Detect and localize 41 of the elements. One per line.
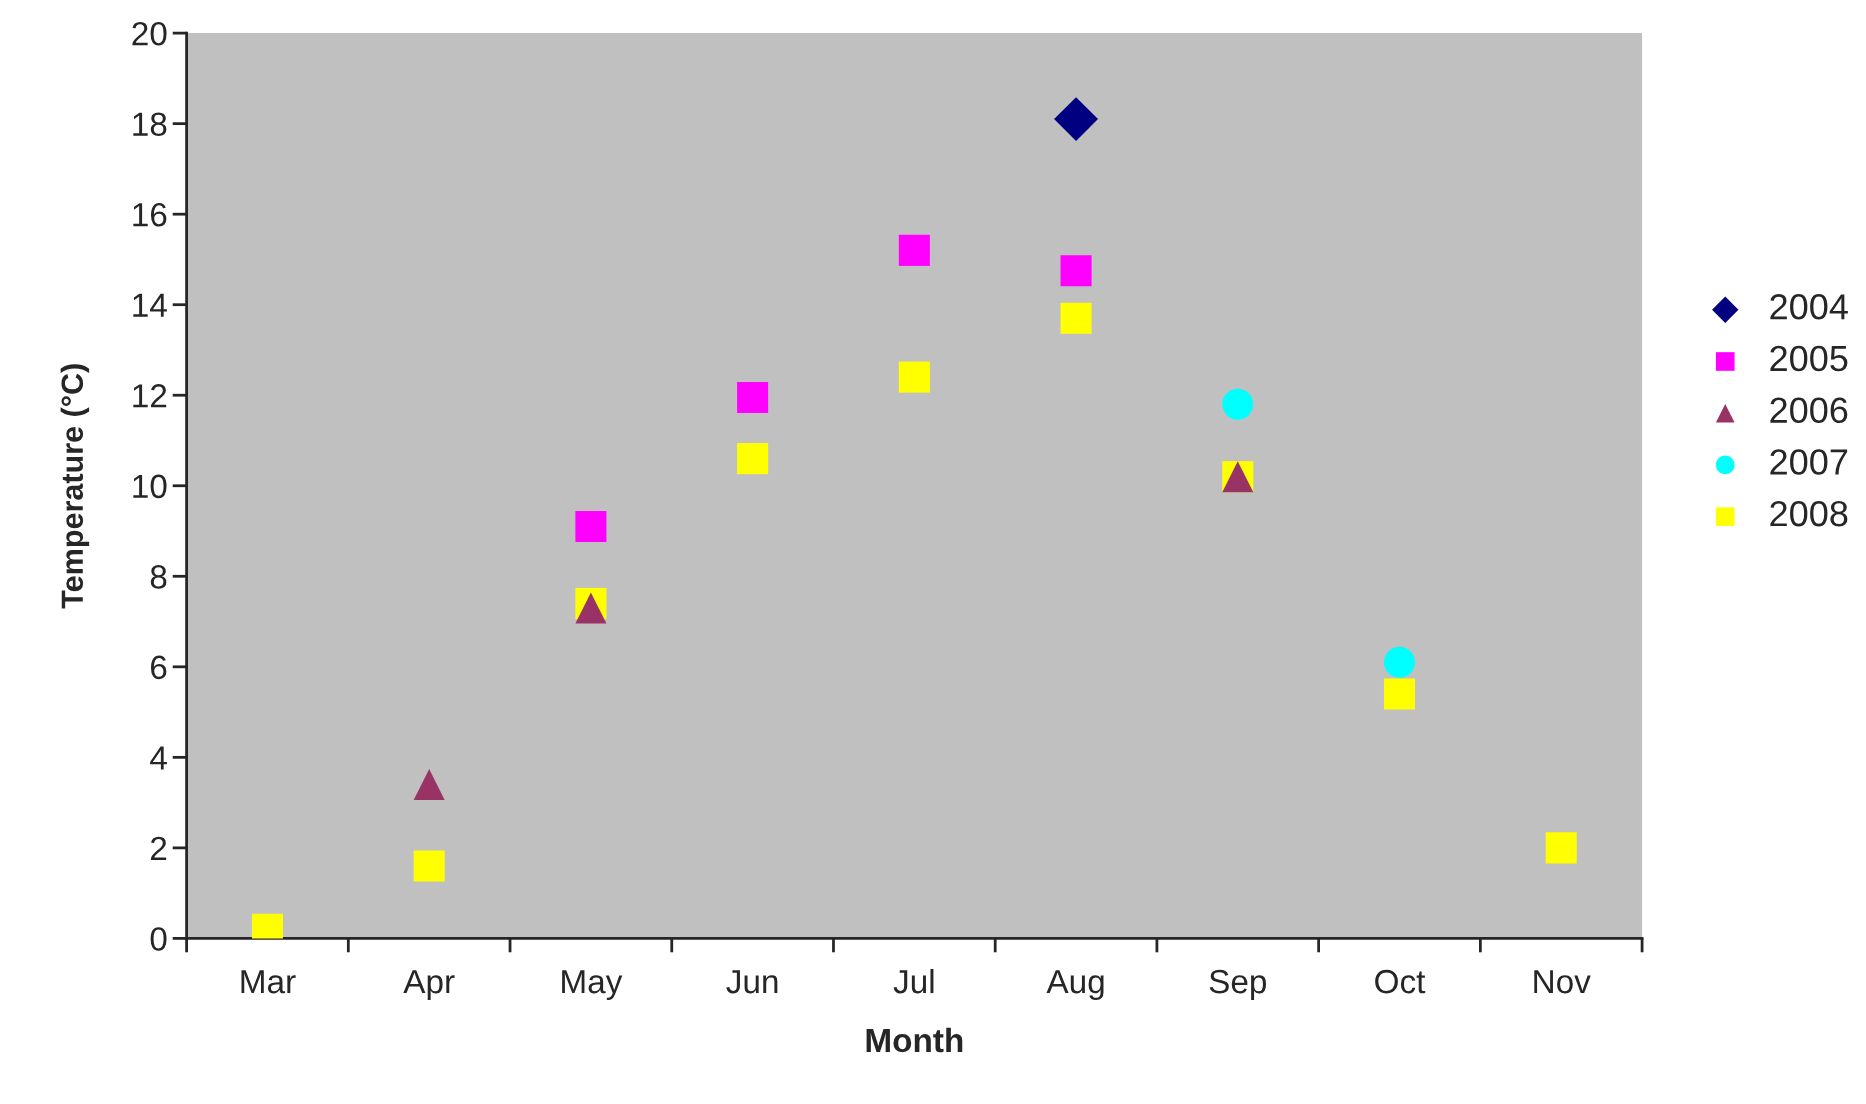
y-tick-label: 18 — [133, 112, 167, 137]
point — [1060, 302, 1092, 334]
point — [1054, 97, 1099, 142]
x-tick-label: Mar — [241, 970, 296, 994]
x-tick-label: Jun — [726, 970, 778, 994]
y-tick-label: 6 — [151, 655, 167, 680]
legend-label: 2004 — [1770, 294, 1848, 320]
point — [1545, 832, 1577, 864]
point — [898, 234, 930, 266]
y-tick-label: 12 — [133, 384, 167, 408]
y-tick-label: 20 — [132, 21, 167, 46]
x-tick-label: Apr — [403, 970, 455, 1001]
point — [737, 443, 769, 475]
point — [1222, 388, 1254, 420]
y-tick-label: 10 — [133, 474, 167, 499]
x-tick-label: Aug — [1046, 970, 1104, 1001]
point — [1383, 646, 1416, 678]
point — [898, 361, 930, 393]
legend-label: 2008 — [1770, 500, 1848, 527]
y-tick-label: 8 — [150, 565, 167, 589]
y-axis-title: Temperature (°C) — [60, 364, 90, 609]
y-tick-label: 2 — [150, 836, 167, 860]
x-tick-label: Nov — [1534, 970, 1591, 994]
point — [1383, 678, 1416, 710]
point — [1060, 255, 1092, 287]
y-tick-label: 0 — [150, 927, 167, 951]
point — [413, 768, 445, 801]
legend-label: 2006 — [1770, 397, 1848, 424]
x-tick-label: Sep — [1209, 969, 1267, 1001]
x-tick-label: Jul — [893, 968, 934, 994]
point — [737, 381, 769, 414]
y-tick-label: 14 — [133, 293, 167, 317]
x-axis-title: Month — [866, 1027, 963, 1053]
point — [575, 510, 607, 543]
y-tick-label: 16 — [133, 202, 167, 227]
x-tick-label: May — [562, 970, 623, 1001]
legend-label: 2005 — [1770, 345, 1848, 372]
point — [413, 850, 445, 882]
y-tick-label: 4 — [150, 746, 167, 770]
x-tick-label: Oct — [1375, 969, 1426, 994]
legend-label: 2007 — [1770, 449, 1848, 475]
